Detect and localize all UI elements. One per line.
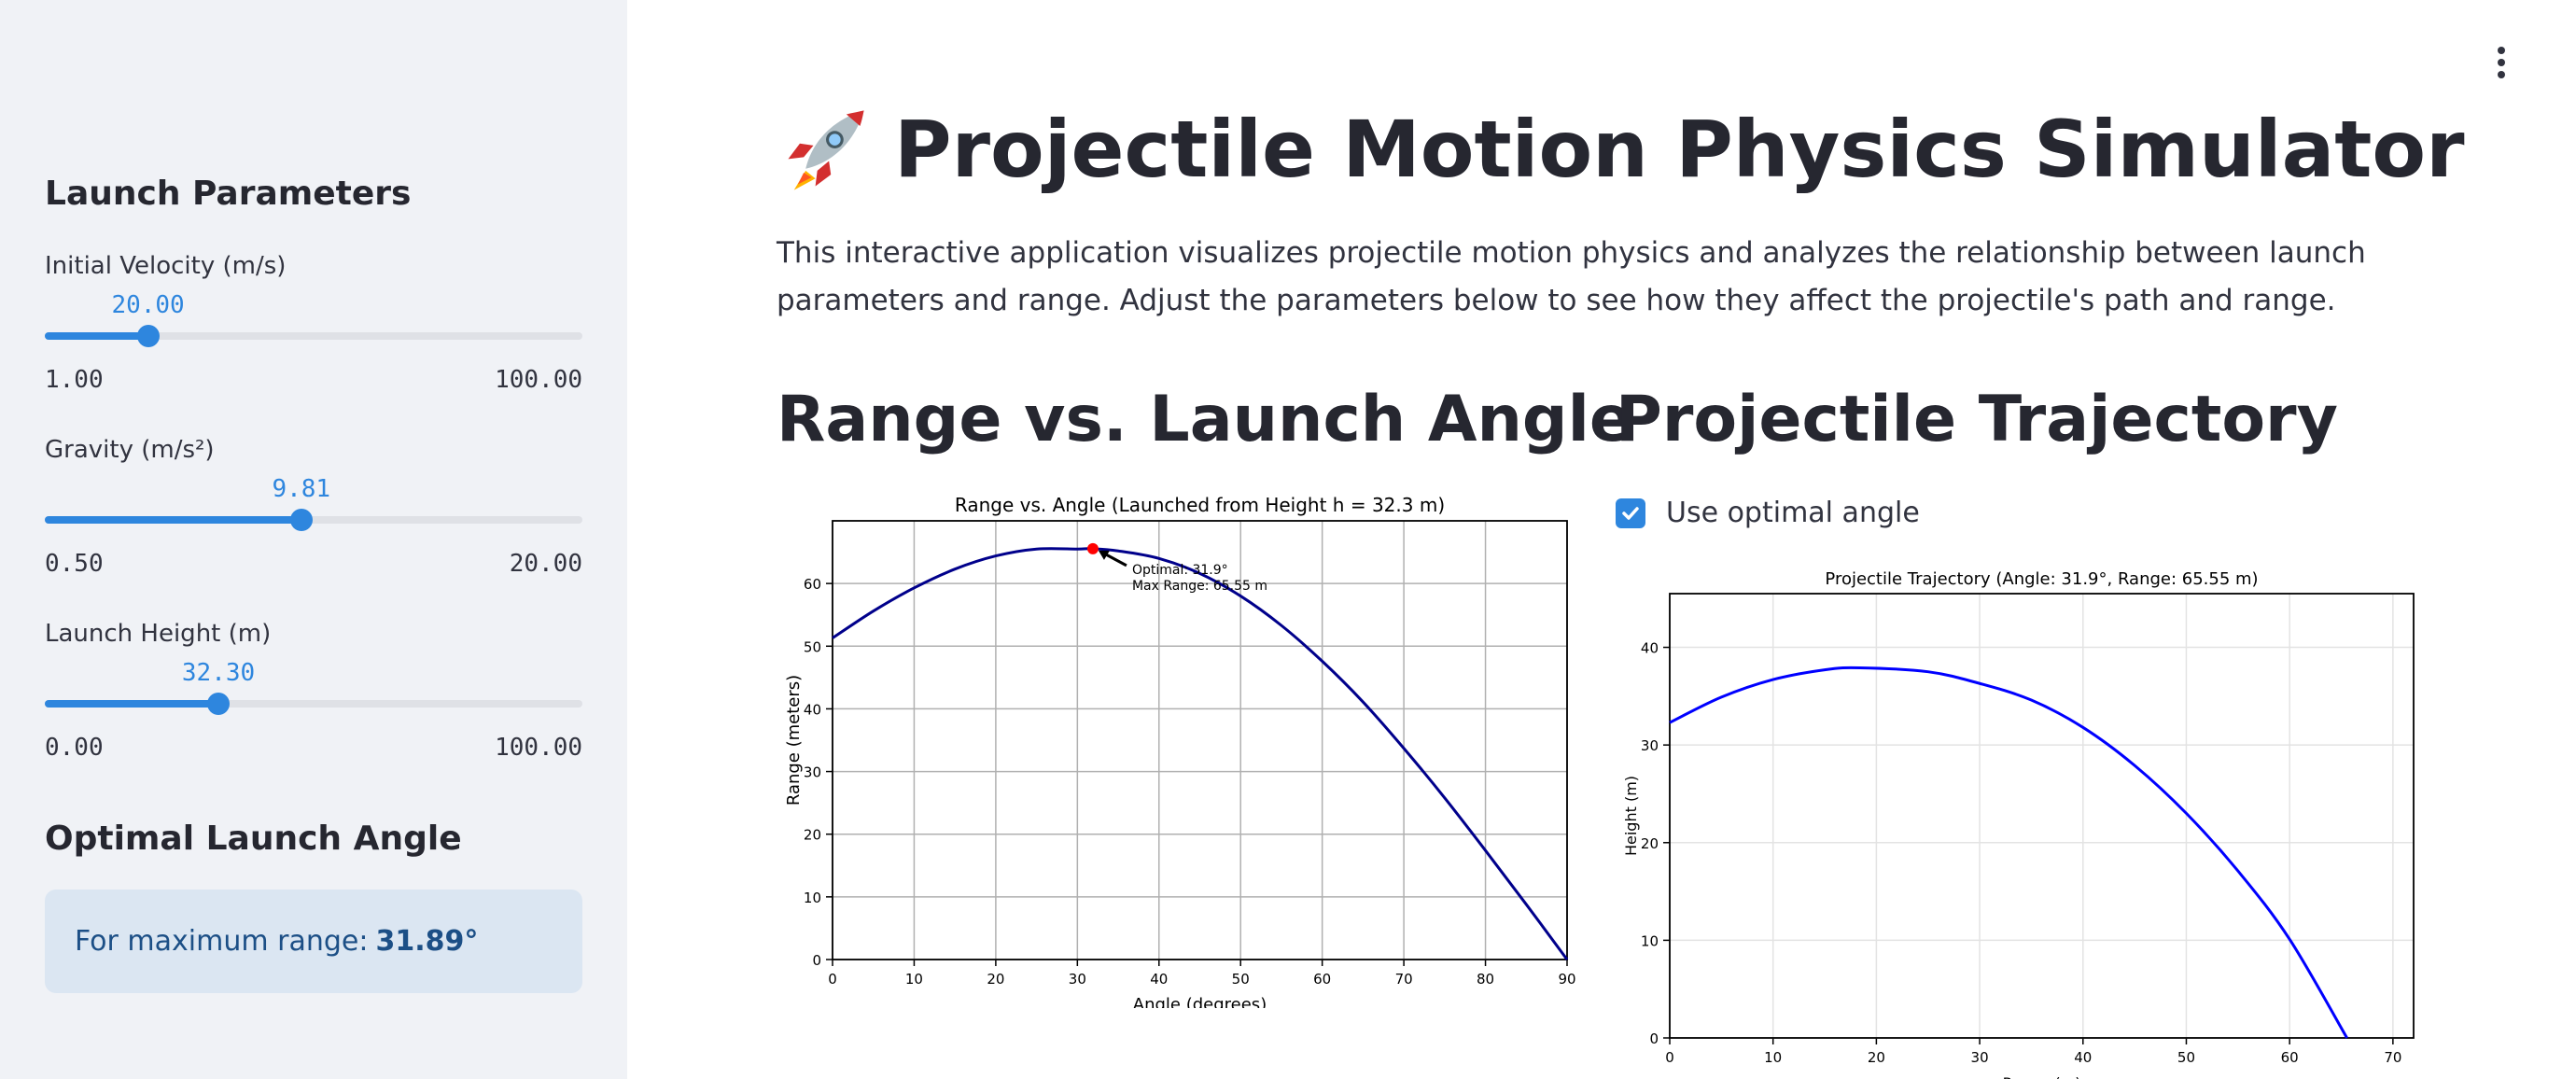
slider-min-label: 1.00: [45, 366, 104, 394]
annotation-arrowhead: [1098, 550, 1110, 560]
slider-value: 32.30: [181, 659, 256, 687]
use-optimal-angle-checkbox[interactable]: [1616, 497, 1645, 528]
use-optimal-angle-checkbox-row[interactable]: Use optimal angle: [1616, 497, 1920, 529]
slider-fill: [45, 332, 148, 340]
x-tick-label: 20: [987, 971, 1004, 988]
slider-label: Initial Velocity (m/s): [45, 252, 287, 280]
slider-max-label: 100.00: [495, 734, 582, 762]
y-tick-label: 40: [1641, 640, 1659, 657]
x-tick-label: 40: [2074, 1049, 2092, 1066]
x-axis-label: Angle (degrees): [1133, 995, 1267, 1008]
info-value: 31.89°: [375, 925, 479, 958]
slider-fill: [45, 700, 219, 708]
y-tick-label: 30: [804, 764, 821, 781]
slider-max-label: 20.00: [509, 550, 582, 578]
trajectory-chart: Projectile Trajectory (Angle: 31.9°, Ran…: [1616, 564, 2437, 1079]
series-line: [1669, 666, 2348, 1039]
slider-label: Launch Height (m): [45, 620, 272, 648]
y-axis-label: Height (m): [1622, 776, 1640, 856]
launch-height-slider-block: Launch Height (m) 32.30 0.00 100.00: [45, 622, 582, 808]
x-tick-label: 10: [905, 971, 923, 988]
info-prefix: For maximum range:: [75, 925, 369, 958]
slider-track[interactable]: [45, 332, 582, 340]
launch-parameters-header: Launch Parameters: [45, 175, 412, 213]
checkbox-label: Use optimal angle: [1666, 497, 1920, 529]
trajectory-section-title: Projectile Trajectory: [1616, 383, 2338, 456]
y-tick-label: 60: [804, 576, 821, 593]
plot-frame: [1669, 593, 2415, 1039]
range-vs-angle-chart: Range vs. Angle (Launched from Height h …: [777, 485, 1598, 1008]
x-tick-label: 0: [1665, 1049, 1674, 1066]
x-tick-label: 20: [1868, 1049, 1885, 1066]
chart-title: Range vs. Angle (Launched from Height h …: [955, 494, 1445, 516]
gravity-slider-thumb[interactable]: [289, 509, 313, 531]
x-tick-label: 50: [2177, 1049, 2195, 1066]
slider-fill: [45, 516, 301, 524]
page-title: Projectile Motion Physics Simulator: [894, 104, 2465, 195]
kebab-menu-icon[interactable]: [2486, 47, 2516, 78]
x-axis-label: Range (m): [2003, 1074, 2081, 1079]
x-tick-label: 90: [1558, 971, 1575, 988]
y-tick-label: 40: [804, 701, 821, 718]
y-tick-label: 10: [804, 890, 821, 906]
annotation-text-line: Optimal: 31.9°: [1132, 563, 1228, 578]
x-tick-label: 0: [828, 971, 837, 988]
sidebar: Launch Parameters Initial Velocity (m/s)…: [0, 0, 627, 1079]
slider-track[interactable]: [45, 516, 582, 524]
y-tick-label: 0: [812, 952, 821, 969]
y-tick-label: 20: [804, 827, 821, 844]
optimal-point: [1086, 542, 1099, 554]
slider-min-label: 0.00: [45, 734, 104, 762]
y-tick-label: 30: [1641, 737, 1659, 754]
x-tick-label: 30: [1069, 971, 1086, 988]
slider-value: 9.81: [272, 475, 331, 503]
slider-label: Gravity (m/s²): [45, 436, 215, 464]
optimal-angle-info-box: For maximum range: 31.89°: [45, 890, 582, 993]
initial-velocity-slider-thumb[interactable]: [136, 325, 160, 347]
x-tick-label: 40: [1150, 971, 1168, 988]
page-title-row: Projectile Motion Physics Simulator: [777, 101, 2465, 198]
x-tick-label: 50: [1232, 971, 1250, 988]
x-tick-label: 30: [1971, 1049, 1989, 1066]
slider-max-label: 100.00: [495, 366, 582, 394]
chart-title: Projectile Trajectory (Angle: 31.9°, Ran…: [1825, 569, 2258, 589]
y-tick-label: 50: [804, 638, 821, 655]
y-tick-label: 0: [1649, 1030, 1659, 1047]
x-tick-label: 70: [2384, 1049, 2401, 1066]
intro-paragraph: This interactive application visualizes …: [777, 236, 2366, 317]
x-tick-label: 80: [1477, 971, 1494, 988]
y-tick-label: 10: [1641, 932, 1659, 949]
slider-track[interactable]: [45, 700, 582, 708]
checkmark-icon: [1622, 506, 1639, 520]
range-section-title: Range vs. Launch Angle: [777, 383, 1633, 456]
x-tick-label: 60: [1313, 971, 1331, 988]
x-tick-label: 70: [1395, 971, 1413, 988]
y-axis-label: Range (meters): [784, 675, 804, 806]
rocket-icon: [788, 110, 864, 190]
y-tick-label: 20: [1641, 835, 1659, 852]
slider-min-label: 0.50: [45, 550, 104, 578]
slider-value: 20.00: [111, 291, 185, 319]
x-tick-label: 60: [2281, 1049, 2299, 1066]
optimal-angle-header: Optimal Launch Angle: [45, 820, 462, 858]
plot-frame: [832, 520, 1568, 960]
series-line: [832, 547, 1569, 960]
x-tick-label: 10: [1764, 1049, 1782, 1066]
gravity-slider-block: Gravity (m/s²) 9.81 0.50 20.00: [45, 438, 582, 624]
annotation-text-line: Max Range: 65.55 m: [1132, 579, 1267, 594]
launch-height-slider-thumb[interactable]: [207, 693, 231, 715]
initial-velocity-slider-block: Initial Velocity (m/s) 20.00 1.00 100.00: [45, 254, 582, 441]
